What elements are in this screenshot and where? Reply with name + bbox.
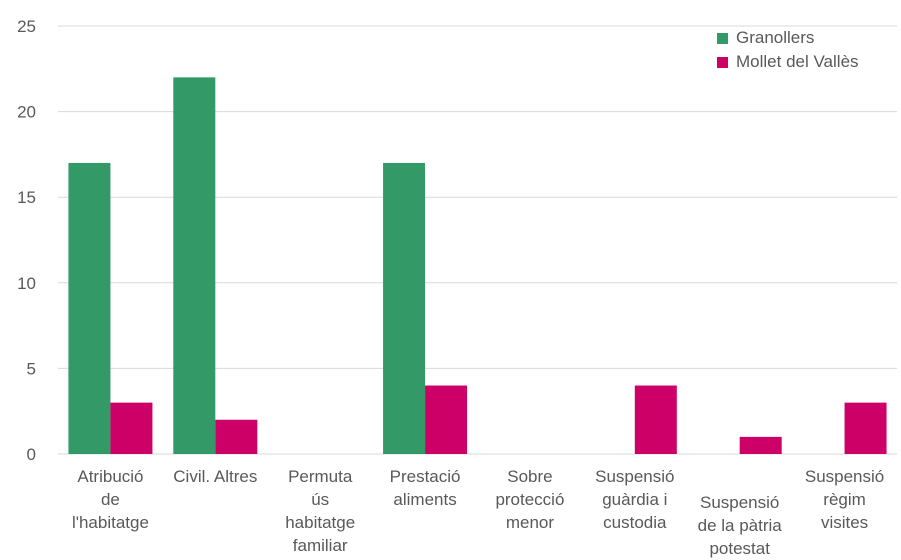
x-category-label-5: Suspensió guàrdia i custodia [595,467,674,532]
legend-label-granollers: Granollers [736,28,815,47]
bar-mollet-3 [425,385,468,454]
legend-swatch-mollet [717,56,728,68]
bar-mollet-1 [215,419,258,454]
bar-mollet-6 [739,436,782,454]
legend-label-mollet: Mollet del Vallès [736,52,859,71]
bar-mollet-0 [110,402,153,454]
legend-item-mollet: Mollet del Vallès [717,50,859,74]
x-category-label-4: Sobre protecció menor [495,467,564,532]
x-axis-category-labels: Atribució de l'habitatge Civil. Altres Permu… [72,467,884,558]
x-category-label-1: Civil. Altres [173,467,257,486]
y-axis-tick-labels: 0 5 10 15 20 25 [17,17,36,464]
y-tick-label-10: 10 [17,274,36,293]
y-tick-label-5: 5 [27,359,36,378]
y-tick-label-0: 0 [27,445,36,464]
bar-mollet-7 [844,402,887,454]
x-category-label-7: Suspensió règim visites [805,467,884,532]
y-tick-label-25: 25 [17,17,36,36]
legend-swatch-granollers [717,32,728,44]
bar-granollers-3 [383,162,426,454]
x-category-label-2: Permuta ús habitatge familiar [285,467,355,555]
legend: Granollers Mollet del Vallès [717,26,859,74]
bars [68,77,887,455]
bar-granollers-1 [173,77,216,455]
x-category-label-6: Suspensió de la pàtria potestat [698,493,783,558]
y-tick-label-20: 20 [17,103,36,122]
bar-granollers-0 [68,162,111,454]
bar-mollet-5 [634,385,677,454]
x-category-label-0: Atribució de l'habitatge [72,467,149,532]
legend-item-granollers: Granollers [717,26,859,50]
y-tick-label-15: 15 [17,188,36,207]
x-category-label-3: Prestació aliments [390,467,461,509]
